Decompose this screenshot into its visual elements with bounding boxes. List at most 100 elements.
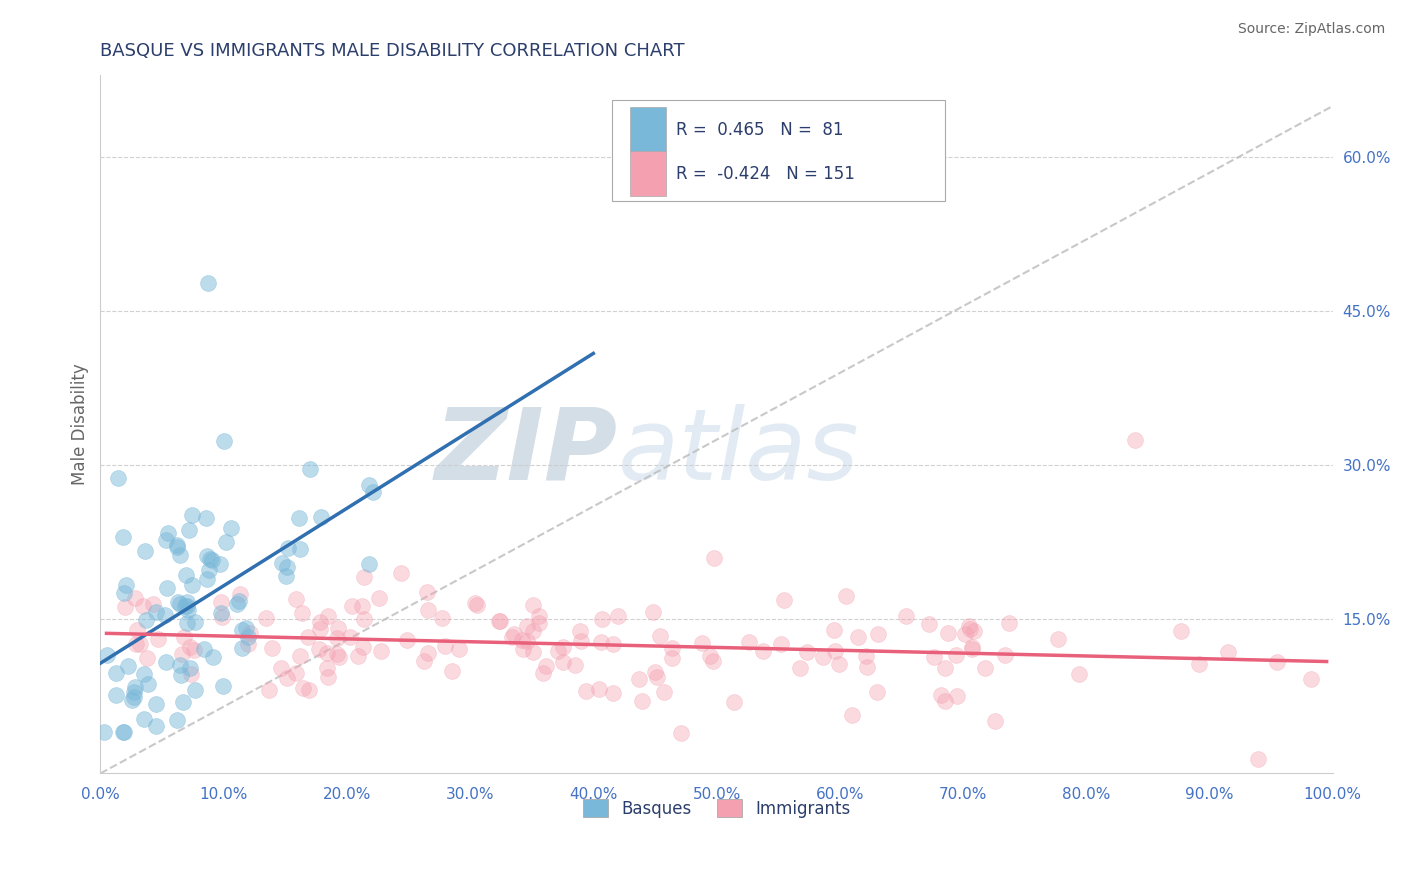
Point [326, 647, 349, 661]
Point [418, 603, 440, 617]
Point [994, 648, 1017, 663]
Point [291, 606, 314, 620]
Point [440, 664, 463, 678]
Point [254, 610, 277, 624]
Point [169, 658, 191, 673]
Point [960, 641, 983, 656]
Point [134, 544, 156, 558]
Point [606, 608, 628, 623]
Point [823, 623, 845, 637]
Point [415, 585, 437, 599]
Point [630, 694, 652, 708]
Point [288, 649, 311, 664]
Point [516, 634, 538, 648]
Point [111, 530, 134, 544]
Point [828, 657, 851, 671]
Point [529, 609, 551, 624]
Point [127, 623, 149, 637]
Point [1170, 624, 1192, 638]
Point [591, 612, 613, 626]
Point [1046, 632, 1069, 647]
Point [1069, 666, 1091, 681]
Point [690, 636, 713, 650]
Point [124, 591, 146, 606]
Point [488, 614, 510, 628]
Point [702, 654, 724, 668]
Point [464, 596, 486, 610]
Point [235, 620, 257, 634]
Text: BASQUE VS IMMIGRANTS MALE DISABILITY CORRELATION CHART: BASQUE VS IMMIGRANTS MALE DISABILITY COR… [100, 42, 685, 60]
Point [752, 644, 775, 658]
Point [285, 592, 308, 607]
Point [974, 661, 997, 675]
Point [311, 509, 333, 524]
Point [547, 644, 569, 658]
Point [229, 587, 252, 601]
Point [846, 630, 869, 644]
Point [180, 667, 202, 681]
Point [308, 622, 330, 636]
Point [430, 611, 453, 625]
Point [998, 615, 1021, 630]
Point [169, 597, 191, 611]
Point [866, 626, 889, 640]
Point [177, 603, 200, 617]
Point [181, 508, 204, 523]
Text: R =  0.465   N =  81: R = 0.465 N = 81 [676, 120, 844, 138]
Text: R =  -0.424   N = 151: R = -0.424 N = 151 [676, 165, 855, 183]
Point [602, 637, 624, 651]
Point [856, 659, 879, 673]
Point [184, 615, 207, 629]
Point [723, 696, 745, 710]
Point [959, 622, 981, 636]
Point [564, 657, 586, 672]
Point [953, 626, 976, 640]
Point [789, 661, 811, 675]
Point [231, 641, 253, 656]
Point [661, 640, 683, 655]
Point [1247, 752, 1270, 766]
Point [326, 621, 349, 635]
Point [260, 640, 283, 655]
Point [703, 550, 725, 565]
FancyBboxPatch shape [612, 100, 945, 201]
Point [738, 635, 761, 649]
Point [212, 434, 235, 449]
Point [112, 725, 135, 739]
Point [516, 619, 538, 633]
Point [195, 549, 218, 563]
Point [236, 631, 259, 645]
Point [197, 276, 219, 290]
Point [93, 725, 115, 739]
Point [325, 631, 347, 645]
Point [104, 666, 127, 681]
Point [353, 570, 375, 584]
Text: Source: ZipAtlas.com: Source: ZipAtlas.com [1237, 22, 1385, 37]
Point [412, 654, 434, 668]
Point [669, 726, 692, 740]
Point [214, 534, 236, 549]
Point [1123, 433, 1146, 447]
Point [112, 586, 135, 600]
Point [121, 693, 143, 707]
Point [298, 461, 321, 475]
Point [291, 681, 314, 695]
Point [114, 599, 136, 614]
Point [553, 640, 575, 655]
Point [339, 630, 361, 644]
Point [588, 682, 610, 697]
Point [138, 677, 160, 691]
Point [122, 690, 145, 704]
Point [195, 572, 218, 586]
Point [569, 624, 592, 639]
Text: atlas: atlas [619, 404, 859, 500]
Point [855, 648, 877, 663]
Point [211, 679, 233, 693]
Point [167, 595, 190, 609]
Point [172, 695, 194, 709]
Point [211, 610, 233, 624]
Legend: Basques, Immigrants: Basques, Immigrants [576, 792, 856, 824]
Point [575, 684, 598, 698]
Point [352, 599, 374, 613]
Point [270, 661, 292, 675]
